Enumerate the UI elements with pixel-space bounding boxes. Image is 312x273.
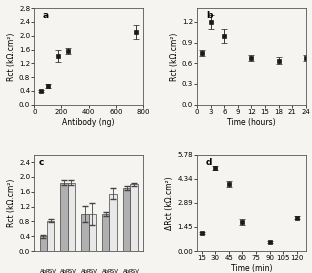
Y-axis label: Rct (kΩ.cm²): Rct (kΩ.cm²)	[170, 32, 179, 81]
Text: Ab: Ab	[81, 269, 89, 273]
Bar	[61, 183, 68, 251]
Bar	[40, 236, 47, 251]
Text: c: c	[39, 158, 44, 167]
Bar	[68, 183, 75, 251]
Text: Ab: Ab	[40, 269, 47, 273]
Text: b: b	[206, 11, 212, 20]
Text: Ab: Ab	[102, 269, 110, 273]
Text: Ab: Ab	[123, 269, 130, 273]
Bar	[47, 221, 54, 251]
X-axis label: Time (min): Time (min)	[231, 264, 272, 273]
Text: RSV: RSV	[108, 269, 119, 273]
X-axis label: Time (hours): Time (hours)	[227, 118, 276, 127]
Bar	[89, 214, 96, 251]
X-axis label: Antibody (ng): Antibody (ng)	[62, 118, 115, 127]
Text: a: a	[43, 11, 49, 20]
Bar	[123, 188, 130, 251]
Bar	[81, 214, 89, 251]
Bar	[130, 184, 138, 251]
Text: d: d	[206, 158, 212, 167]
Text: Ab: Ab	[61, 269, 68, 273]
Y-axis label: Rct (kΩ.cm²): Rct (kΩ.cm²)	[7, 179, 16, 227]
Bar	[102, 214, 110, 251]
Y-axis label: Rct (kΩ.cm²): Rct (kΩ.cm²)	[7, 32, 16, 81]
Text: RSV: RSV	[129, 269, 139, 273]
Text: RSV: RSV	[87, 269, 98, 273]
Y-axis label: ΔRct (kΩ.cm²): ΔRct (kΩ.cm²)	[165, 176, 174, 230]
Text: RSV: RSV	[66, 269, 77, 273]
Text: RSV: RSV	[45, 269, 56, 273]
Bar	[110, 194, 117, 251]
